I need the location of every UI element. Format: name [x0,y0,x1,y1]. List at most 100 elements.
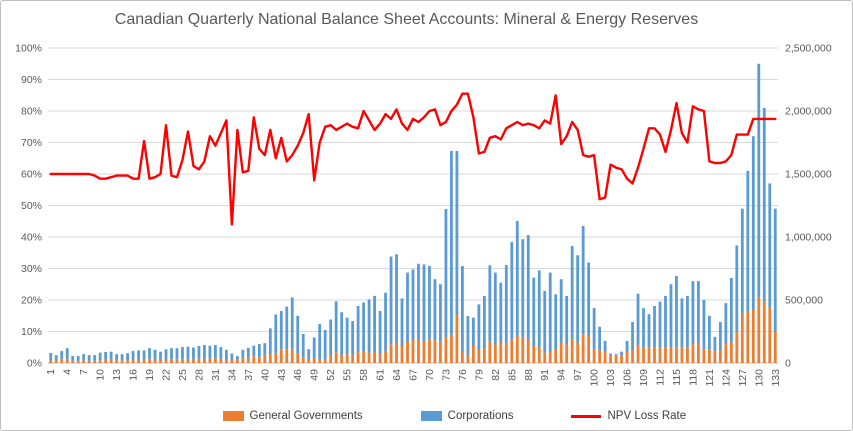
legend-label-corporations: Corporations [447,410,514,422]
x-axis-label: 70 [424,369,436,381]
bar-general-governments [340,355,344,363]
bar-corporations [428,265,431,340]
bar-general-governments [334,352,338,363]
bar-corporations [422,264,426,341]
bar-general-governments [49,360,53,363]
right-axis-label: 0 [785,358,791,370]
bar-general-governments [230,359,234,363]
bar-general-governments [406,340,409,363]
bar-general-governments [203,358,206,363]
bar-corporations [477,304,481,350]
bar-general-governments [296,353,300,363]
x-axis-label: 58 [358,369,370,381]
npv-loss-rate-line-swatch-icon [571,414,602,418]
bar-general-governments [241,358,245,363]
bar-corporations [565,295,569,345]
bar-general-governments [175,359,179,363]
x-axis-label: 115 [671,369,683,386]
x-axis-label: 121 [704,369,716,387]
left-axis-label: 80% [21,106,42,118]
x-axis-label: 91 [539,369,551,381]
bar-general-governments [224,359,228,363]
bar-corporations [471,317,475,346]
bar-corporations [411,269,415,340]
x-axis-label: 79 [473,369,485,381]
bar-corporations [702,300,706,349]
left-axis-label: 0% [27,358,42,370]
bar-corporations [768,183,772,308]
bar-corporations [625,340,629,352]
bar-general-governments [400,345,404,363]
bar-corporations [345,317,349,355]
bar-corporations [751,136,755,310]
bar-general-governments [422,340,426,363]
bar-general-governments [417,340,420,363]
bar-general-governments [631,350,634,363]
bar-general-governments [768,307,772,363]
bar-general-governments [164,359,168,363]
bar-corporations [653,305,656,348]
bar-general-governments [642,347,645,363]
bar-corporations [384,292,387,352]
bar-corporations [515,220,519,336]
x-axis-label: 97 [572,369,584,381]
bar-corporations [104,351,108,360]
bar-general-governments [268,354,272,363]
x-axis-label: 64 [391,369,403,381]
bar-corporations [175,348,179,360]
left-axis-label: 70% [21,137,42,149]
bar-corporations [153,349,157,360]
bar-general-governments [455,315,459,363]
bar-general-governments [636,345,640,363]
chart-legend: General Governments Corporations NPV Los… [222,410,687,422]
bar-corporations [142,350,146,360]
bar-general-governments [54,360,58,363]
bar-general-governments [279,349,283,363]
bar-general-governments [428,339,431,363]
bar-general-governments [307,358,311,363]
x-axis-label: 37 [243,369,255,381]
bar-general-governments [246,357,250,363]
bar-general-governments [647,347,651,363]
bar-general-governments [609,355,612,363]
bar-corporations [609,353,612,356]
bar-general-governments [521,337,525,363]
bar-general-governments [373,351,376,363]
bar-corporations [592,307,596,349]
bar-general-governments [356,351,360,363]
bar-general-governments [625,351,629,363]
bar-corporations [252,345,256,357]
right-axis-label: 500,000 [785,295,823,307]
bar-general-governments [543,352,547,363]
bar-corporations [587,262,591,336]
bar-general-governments [126,360,129,363]
bar-corporations [159,351,162,360]
bar-corporations [510,242,514,340]
x-axis-label: 4 [62,369,74,375]
bar-corporations [356,305,360,352]
bar-corporations [87,355,91,361]
bar-general-governments [252,356,256,363]
bar-corporations [126,353,129,361]
bar-general-governments [290,349,294,363]
bar-corporations [554,294,558,350]
legend-label-npv-loss-rate: NPV Loss Rate [607,410,687,422]
bar-general-governments [598,350,602,363]
bar-corporations [246,347,250,358]
bar-corporations [214,345,217,359]
bar-general-governments [592,348,596,363]
bar-corporations [406,272,409,341]
bar-corporations [307,349,311,359]
bar-general-governments [537,347,541,363]
bar-corporations [504,265,508,344]
bar-corporations [351,321,355,356]
bar-corporations [279,311,283,350]
bar-general-governments [713,351,717,363]
bar-corporations [323,329,327,359]
legend-label-general-governments: General Governments [249,410,363,422]
bar-general-governments [488,340,492,363]
bar-general-governments [702,348,706,363]
bar-general-governments [142,359,146,363]
bar-general-governments [471,345,475,363]
x-axis-label: 76 [457,369,469,381]
